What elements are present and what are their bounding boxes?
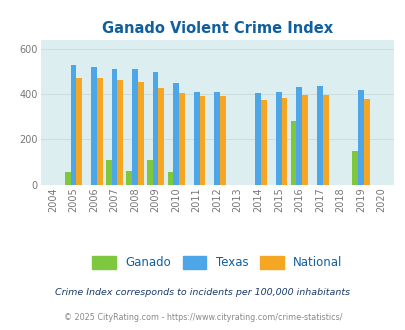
Bar <box>352 151 357 185</box>
Bar <box>290 121 296 185</box>
Legend: Ganado, Texas, National: Ganado, Texas, National <box>87 252 346 274</box>
Bar <box>173 83 179 185</box>
Bar <box>275 92 281 185</box>
Title: Ganado Violent Crime Index: Ganado Violent Crime Index <box>101 21 332 36</box>
Bar <box>111 69 117 185</box>
Bar <box>158 88 164 185</box>
Bar <box>260 100 266 185</box>
Bar <box>322 95 328 185</box>
Bar <box>296 87 301 185</box>
Bar <box>152 73 158 185</box>
Bar <box>126 171 132 185</box>
Bar <box>214 92 220 185</box>
Bar <box>363 99 369 185</box>
Bar <box>167 172 173 185</box>
Text: Crime Index corresponds to incidents per 100,000 inhabitants: Crime Index corresponds to incidents per… <box>55 288 350 297</box>
Bar <box>199 96 205 185</box>
Bar <box>65 172 70 185</box>
Bar <box>357 90 363 185</box>
Bar <box>193 92 199 185</box>
Bar <box>147 160 152 185</box>
Bar <box>97 78 102 185</box>
Bar <box>255 93 260 185</box>
Bar <box>76 78 82 185</box>
Bar <box>220 96 225 185</box>
Bar <box>281 98 287 185</box>
Bar <box>91 67 97 185</box>
Bar <box>301 94 307 185</box>
Bar <box>138 82 143 185</box>
Text: © 2025 CityRating.com - https://www.cityrating.com/crime-statistics/: © 2025 CityRating.com - https://www.city… <box>64 313 341 322</box>
Bar <box>316 86 322 185</box>
Bar <box>117 80 123 185</box>
Bar <box>106 160 111 185</box>
Bar <box>132 69 138 185</box>
Bar <box>70 65 76 185</box>
Bar <box>179 93 184 185</box>
